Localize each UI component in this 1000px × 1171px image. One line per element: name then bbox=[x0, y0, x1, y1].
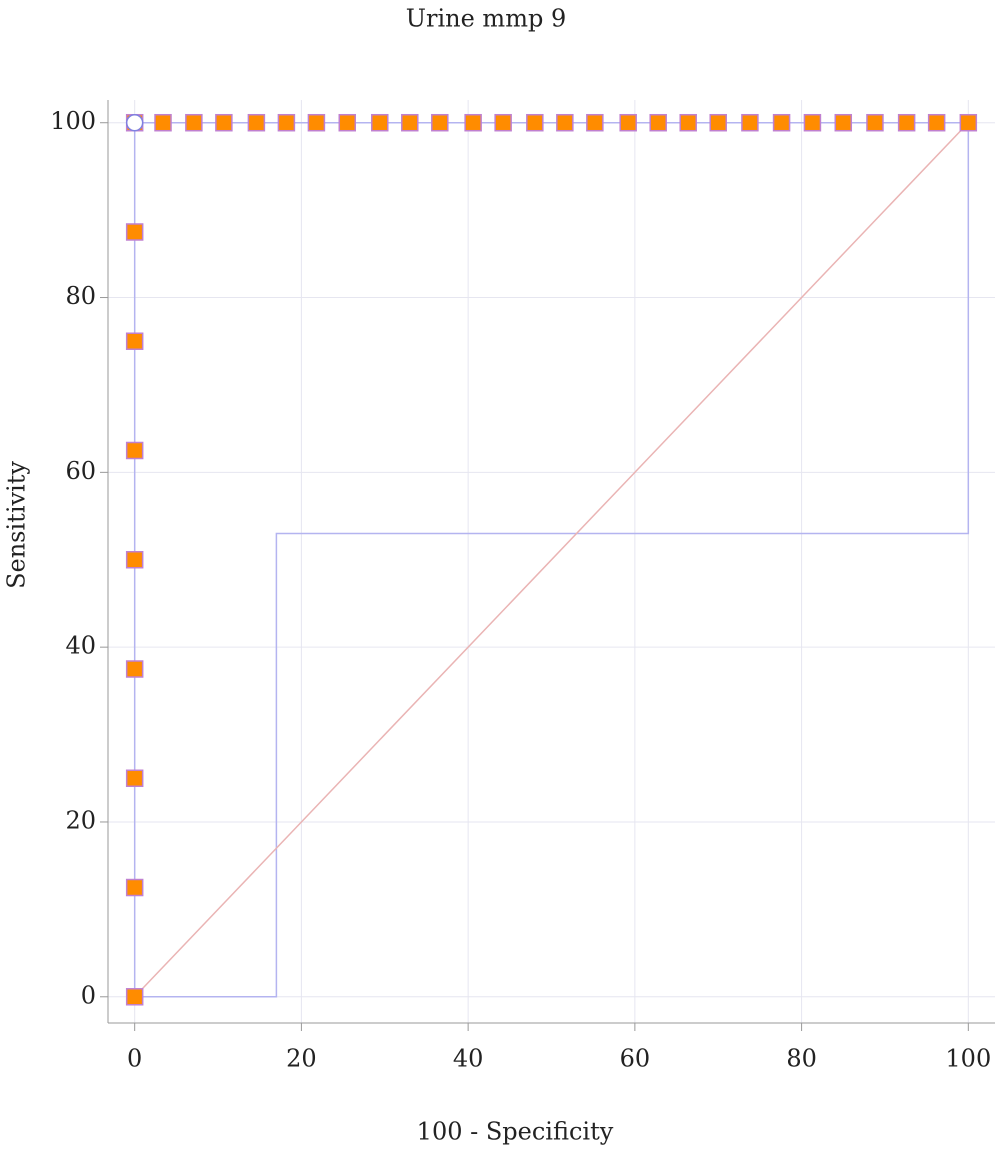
point-marker bbox=[125, 223, 144, 241]
point-marker bbox=[494, 113, 512, 132]
x-tick-label: 80 bbox=[786, 1045, 817, 1073]
y-tick-label: 40 bbox=[65, 632, 96, 660]
x-tick-label: 0 bbox=[127, 1045, 142, 1073]
y-tick-label: 80 bbox=[65, 282, 96, 310]
point-marker bbox=[125, 660, 144, 678]
point-marker bbox=[772, 113, 791, 132]
point-marker bbox=[125, 988, 144, 1006]
x-tick-label: 60 bbox=[620, 1045, 651, 1073]
point-marker bbox=[431, 113, 449, 132]
point-marker bbox=[125, 551, 144, 569]
x-tick-label: 20 bbox=[286, 1045, 317, 1073]
point-marker bbox=[959, 113, 978, 132]
point-marker bbox=[338, 113, 357, 132]
point-marker bbox=[709, 113, 727, 132]
point-marker bbox=[125, 878, 144, 897]
x-tick-label: 100 bbox=[945, 1045, 991, 1073]
point-marker bbox=[649, 113, 667, 132]
point-marker bbox=[125, 769, 144, 788]
point-marker bbox=[464, 113, 482, 132]
point-marker bbox=[741, 113, 759, 132]
point-marker bbox=[619, 113, 637, 132]
point-marker bbox=[125, 441, 144, 460]
point-marker bbox=[125, 332, 144, 350]
point-marker bbox=[307, 113, 326, 132]
point-marker bbox=[401, 113, 419, 132]
point-marker bbox=[277, 113, 296, 132]
roc-line bbox=[134, 122, 969, 998]
point-marker bbox=[215, 113, 233, 132]
point-marker bbox=[834, 113, 853, 132]
point-marker bbox=[897, 113, 916, 132]
point-marker bbox=[866, 113, 884, 132]
y-tick-label: 20 bbox=[65, 806, 96, 834]
point-marker bbox=[556, 113, 574, 132]
y-axis-label: Sensitivity bbox=[3, 461, 31, 589]
roc-line bbox=[134, 122, 970, 998]
point-marker bbox=[247, 113, 266, 132]
point-marker bbox=[586, 113, 604, 132]
x-tick-label: 40 bbox=[453, 1045, 484, 1073]
point-marker bbox=[927, 113, 946, 132]
point-marker bbox=[125, 113, 144, 132]
point-marker bbox=[679, 113, 697, 132]
chart-title: Urine mmp 9 bbox=[406, 5, 566, 33]
x-axis-label: 100 - Specificity bbox=[417, 1118, 614, 1146]
point-marker bbox=[371, 113, 389, 132]
y-tick-label: 100 bbox=[50, 107, 96, 135]
point-marker bbox=[185, 113, 203, 132]
point-marker bbox=[526, 113, 544, 132]
plot-area: 0 20 40 60 80 100 0 20 40 60 80 100 bbox=[50, 100, 995, 1073]
point-marker bbox=[154, 113, 172, 132]
y-tick-label: 0 bbox=[81, 981, 96, 1009]
point-marker bbox=[803, 113, 822, 132]
y-tick-label: 60 bbox=[65, 457, 96, 485]
